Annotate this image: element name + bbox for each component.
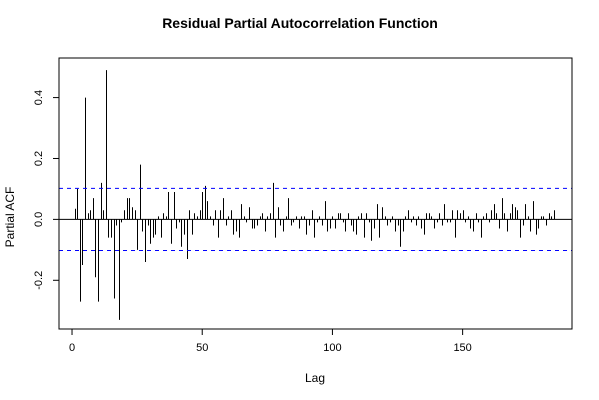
x-axis-label: Lag <box>305 371 325 385</box>
x-axis: 0 50 100 150 <box>69 328 472 354</box>
y-tick-label: 0.2 <box>33 151 45 166</box>
plot-frame <box>58 57 573 330</box>
y-axis: -0.2 0.0 0.2 0.4 <box>33 90 60 290</box>
y-tick-label: 0.4 <box>33 90 45 105</box>
x-tick-label: 100 <box>323 342 341 354</box>
y-axis-label: Partial ACF <box>3 187 17 248</box>
x-tick-label: 0 <box>69 342 75 354</box>
bar-group <box>75 70 555 320</box>
y-tick-label: -0.2 <box>33 271 45 290</box>
y-tick-label: 0.0 <box>33 212 45 227</box>
x-tick-label: 150 <box>453 342 471 354</box>
chart-title: Residual Partial Autocorrelation Functio… <box>162 15 438 31</box>
x-tick-label: 50 <box>196 342 208 354</box>
